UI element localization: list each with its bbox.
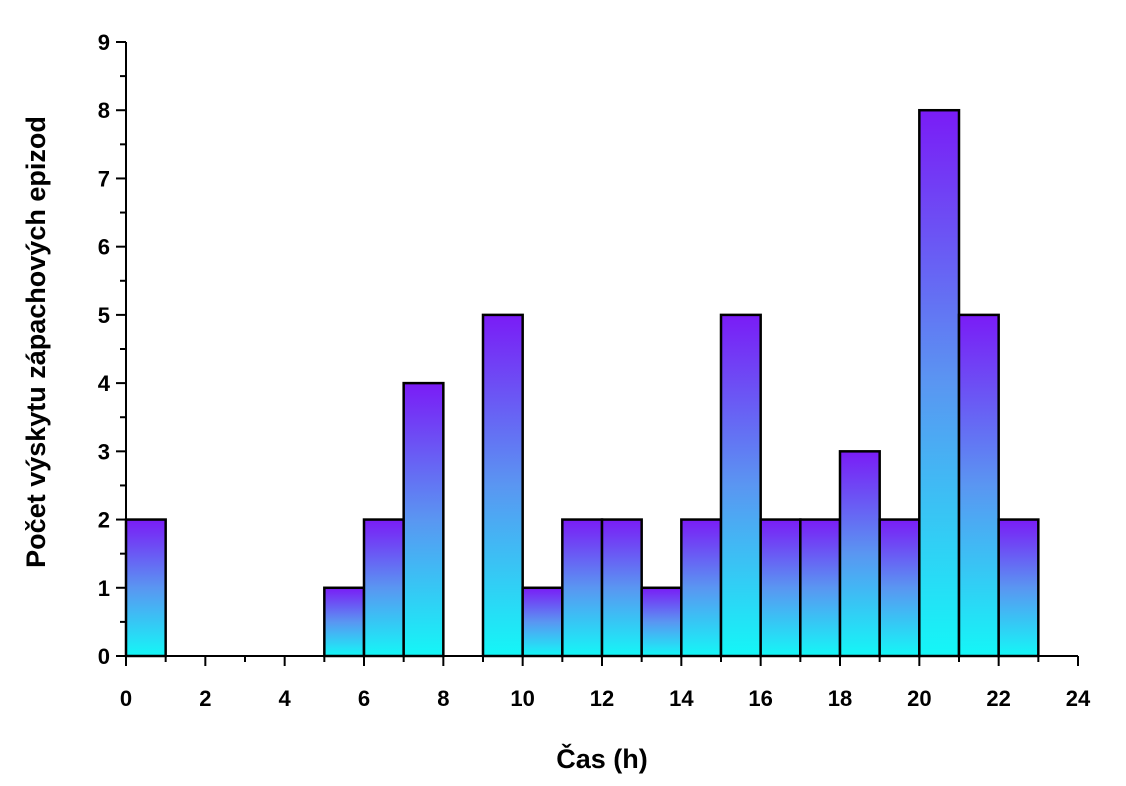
x-tick-label: 2: [199, 686, 211, 711]
x-tick-label: 22: [986, 686, 1010, 711]
y-tick-label: 0: [98, 644, 110, 669]
x-tick-label: 4: [279, 686, 292, 711]
y-tick-label: 9: [98, 30, 110, 55]
y-tick-label: 8: [98, 98, 110, 123]
x-tick-label: 0: [120, 686, 132, 711]
x-tick-label: 14: [669, 686, 694, 711]
bar-11: [561, 518, 604, 658]
bar-13: [640, 586, 683, 658]
x-tick-label: 8: [437, 686, 449, 711]
bar-6: [362, 518, 405, 658]
bar-0: [124, 518, 167, 658]
bar-15: [719, 313, 762, 658]
bar-16: [759, 518, 802, 658]
bar-7: [402, 381, 445, 658]
x-tick-label: 20: [907, 686, 931, 711]
bar-12: [600, 518, 643, 658]
y-tick-label: 1: [98, 576, 110, 601]
y-ticks-group: 0 1 2 3 4 5 6 7 8 9: [98, 30, 126, 669]
x-tick-label: 24: [1066, 686, 1091, 711]
x-ticks-group: 0 2 4 6 8 10 12 14 16 18 20 22 24: [120, 656, 1091, 711]
x-tick-label: 16: [748, 686, 772, 711]
bars-group: [124, 108, 1040, 658]
x-axis-label: Čas (h): [556, 743, 648, 774]
bar-10: [521, 586, 564, 658]
y-tick-label: 6: [98, 235, 110, 260]
y-tick-label: 3: [98, 439, 110, 464]
bar-20: [918, 108, 961, 658]
y-tick-label: 4: [98, 371, 111, 396]
bar-17: [799, 518, 842, 658]
bar-14: [680, 518, 723, 658]
x-tick-label: 18: [828, 686, 852, 711]
bar-22: [997, 518, 1040, 658]
x-tick-label: 12: [590, 686, 614, 711]
y-tick-label: 7: [98, 166, 110, 191]
bar-19: [878, 518, 921, 658]
bar-5: [323, 586, 366, 658]
y-axis-label: Počet výskytu zápachových epizod: [21, 116, 51, 568]
bar-21: [957, 313, 1000, 658]
y-tick-label: 5: [98, 303, 110, 328]
y-tick-label: 2: [98, 508, 110, 533]
x-tick-label: 6: [358, 686, 370, 711]
bar-18: [838, 450, 881, 658]
x-tick-label: 10: [510, 686, 534, 711]
bar-9: [481, 313, 524, 658]
